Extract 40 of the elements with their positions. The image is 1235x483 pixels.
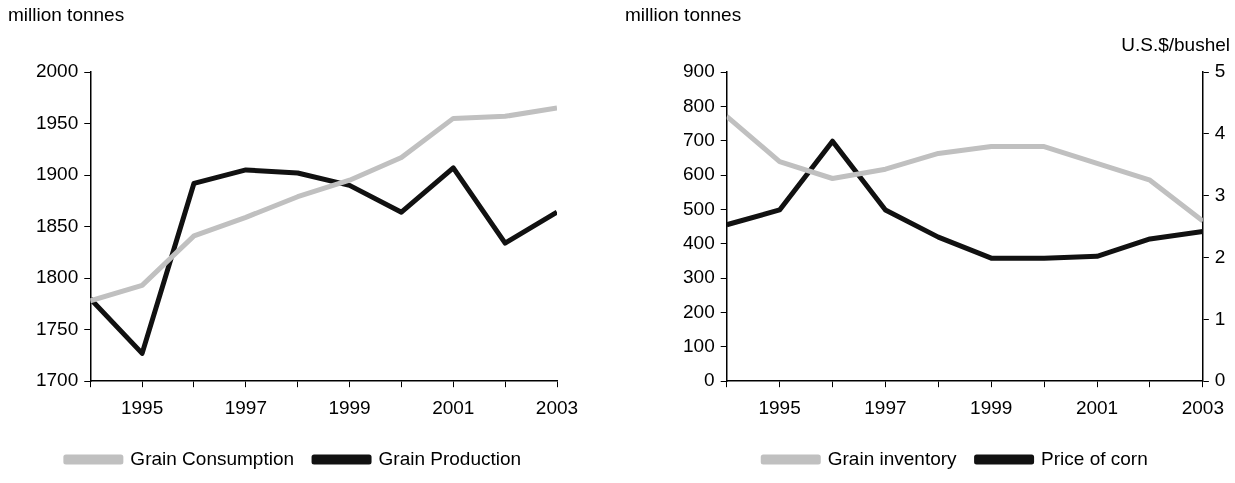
x-tick-label: 1997	[864, 396, 907, 418]
y-tick-label: 1700	[35, 369, 79, 391]
y-tick-label: 2000	[35, 60, 79, 82]
y-axis-title: million tonnes	[8, 3, 125, 25]
y-tick-label: 300	[683, 266, 715, 288]
y-tick-label: 400	[683, 232, 715, 254]
x-tick-label: 1995	[758, 396, 801, 418]
y-tick-label: 700	[683, 128, 715, 150]
y-tick-label: 1800	[35, 266, 79, 288]
x-tick-label: 1995	[120, 396, 164, 418]
legend-label: Price of corn	[1041, 447, 1148, 469]
y-tick-label: 1750	[35, 317, 79, 339]
y-tick-label: 0	[704, 369, 715, 391]
y-tick-label: 1850	[35, 214, 79, 236]
y-tick-label: 100	[683, 335, 715, 357]
y-tick-label: 900	[683, 60, 715, 82]
y2-tick-label: 4	[1214, 122, 1226, 144]
x-tick-label: 1997	[224, 396, 267, 418]
y2-tick-label: 1	[1214, 307, 1226, 329]
x-tick-label: 1999	[328, 396, 371, 418]
y-axis-title: million tonnes	[625, 3, 742, 25]
legend-label: Grain inventory	[827, 447, 958, 469]
x-tick-label: 2001	[432, 396, 475, 418]
y2-tick-label: 5	[1214, 60, 1226, 82]
y2-tick-label: 2	[1214, 245, 1226, 267]
x-tick-label: 2003	[535, 396, 579, 418]
y2-tick-label: 0	[1214, 369, 1226, 391]
y-tick-label: 500	[683, 197, 715, 219]
y-tick-label: 800	[683, 94, 715, 116]
y2-axis-title: U.S.$/bushel	[1121, 33, 1230, 55]
x-tick-label: 1999	[970, 396, 1013, 418]
y-tick-label: 600	[683, 163, 715, 185]
x-tick-label: 2003	[1181, 396, 1225, 418]
x-tick-label: 2001	[1075, 396, 1119, 418]
y-tick-label: 1900	[35, 163, 79, 185]
legend-label: Grain Production	[378, 447, 522, 469]
y-tick-label: 1950	[35, 111, 79, 133]
legend-label: Grain Consumption	[130, 447, 295, 469]
y2-tick-label: 3	[1214, 183, 1226, 205]
y-tick-label: 200	[683, 300, 715, 322]
